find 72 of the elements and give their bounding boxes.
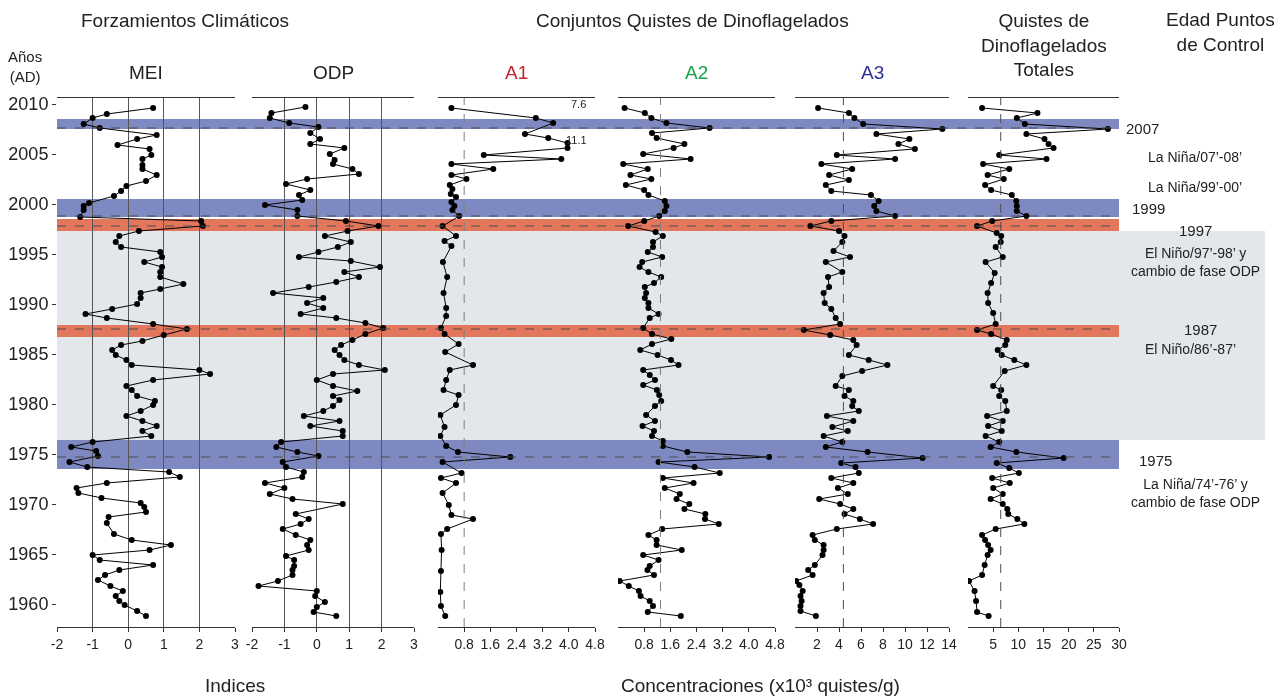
x-tick-label: 3.2 (712, 635, 733, 652)
x-tick-label: 30 (1111, 635, 1127, 652)
x-tick-label: 12 (919, 635, 935, 652)
x-tick-label: 0 (312, 635, 321, 652)
x-tick-label: 3 (410, 635, 419, 652)
x-tick-label: 4.8 (765, 635, 785, 652)
text: El Niño/97’-98’ y cambio de fase ODP (1131, 245, 1261, 280)
x-tick-label: 1 (345, 635, 354, 652)
text: Indices (205, 675, 266, 696)
x-tick-label: 4.0 (739, 635, 759, 652)
annotation: 11.1 (566, 134, 587, 146)
text: Edad Puntos de Control (1166, 9, 1275, 55)
x-tick-label: 14 (941, 635, 957, 652)
x-tick-label: 4.0 (559, 635, 579, 652)
x-tick-label: 3 (231, 635, 240, 652)
text: Forzamientos Climáticos (81, 10, 289, 31)
y-tick-label: 1990 (8, 294, 49, 315)
y-tick-label: 1960 (8, 594, 49, 615)
chart-title: A2 (685, 62, 709, 83)
x-tick-label: 5 (989, 635, 998, 652)
x-tick-label: 1 (159, 635, 168, 652)
x-tick-label: 4 (835, 635, 844, 652)
y-tick-label: 1985 (8, 344, 49, 365)
text: La Niña/74’-76’ y cambio de fase ODP (1131, 476, 1261, 511)
y-tick-label: 1970 (8, 494, 49, 515)
text: 1999 (1132, 200, 1166, 217)
x-tick-label: 0 (124, 635, 133, 652)
y-tick-label: 2000 (8, 194, 49, 215)
x-tick-label: 0.8 (454, 635, 475, 652)
x-tick-label: 2 (195, 635, 204, 652)
y-tick-label: 1980 (8, 394, 49, 415)
text: 1975 (1139, 452, 1173, 469)
text: 1987 (1184, 321, 1218, 338)
chart-title: MEI (129, 62, 163, 83)
text: La Niña/99’-00’ (1148, 179, 1243, 195)
x-tick-label: 0.8 (634, 635, 655, 652)
chart-title: Quistes de Dinoflagelados Totales (981, 10, 1107, 81)
x-tick-label: 10 (1010, 635, 1027, 652)
x-tick-label: 20 (1060, 635, 1077, 652)
x-tick-label: 10 (897, 635, 913, 652)
y-tick-label: 1975 (8, 444, 49, 465)
y-tick-label: 1995 (8, 244, 49, 265)
y-tick-label: 2005 (8, 144, 49, 165)
x-tick-label: 6 (857, 635, 866, 652)
x-tick-label: 1.6 (480, 635, 501, 652)
x-tick-label: 25 (1086, 635, 1102, 652)
chart-title: ODP (313, 62, 355, 83)
x-tick-label: -1 (278, 635, 291, 652)
text: 1997 (1179, 222, 1213, 239)
text: El Niño/86’-87’ (1145, 341, 1237, 357)
x-tick-label: -1 (86, 635, 100, 652)
text: Años (AD) (8, 48, 43, 85)
x-tick-label: -2 (50, 635, 64, 652)
text: Concentraciones (x10³ quistes/g) (621, 675, 900, 696)
y-tick-label: 2010 (8, 94, 49, 115)
text: 2007 (1126, 120, 1160, 137)
chart-title: A1 (505, 62, 529, 83)
x-tick-label: 2 (813, 635, 822, 652)
annotation: 7.6 (571, 98, 587, 110)
text: La Niña/07’-08’ (1148, 149, 1243, 165)
x-tick-label: 15 (1035, 635, 1052, 652)
x-tick-label: 8 (879, 635, 888, 652)
chart-title: A3 (861, 62, 885, 83)
x-tick-label: 2.4 (686, 635, 707, 652)
x-tick-label: -2 (245, 635, 259, 652)
text: Conjuntos Quistes de Dinoflagelados (536, 10, 849, 31)
x-tick-label: 4.8 (585, 635, 605, 652)
x-tick-label: 2 (377, 635, 386, 652)
x-tick-label: 2.4 (506, 635, 527, 652)
y-tick-label: 1965 (8, 544, 49, 565)
x-tick-label: 1.6 (660, 635, 681, 652)
x-tick-label: 3.2 (532, 635, 553, 652)
